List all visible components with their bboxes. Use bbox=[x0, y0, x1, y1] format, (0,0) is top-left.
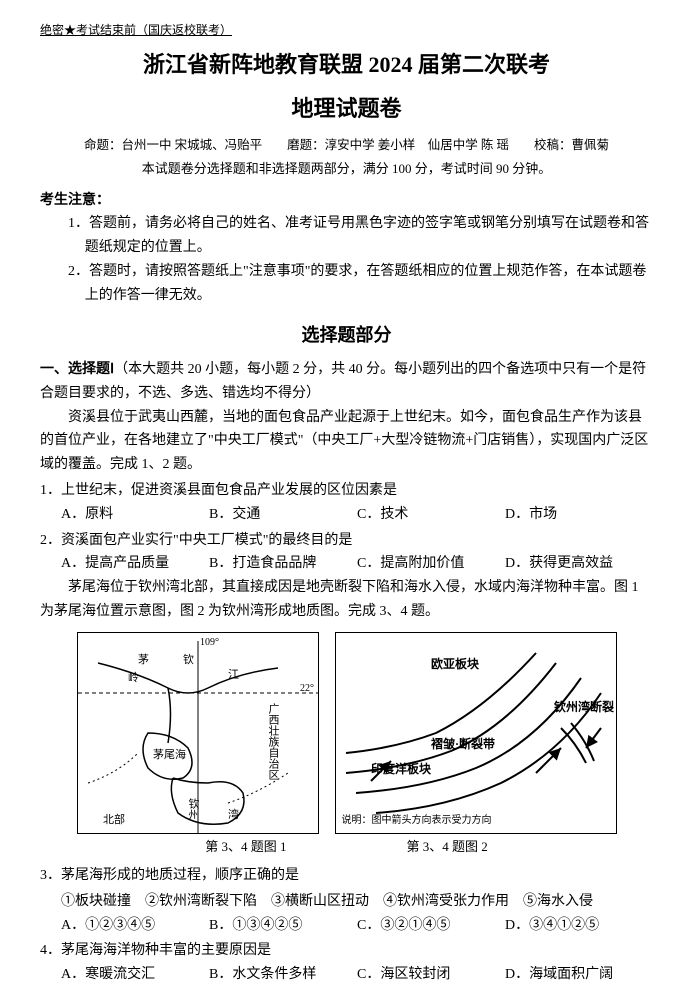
map-label-qin: 钦 bbox=[183, 653, 194, 666]
passage-1: 资溪县位于武夷山西麓，当地的面包食品产业起源于上世纪末。如今，面包食品生产作为该… bbox=[40, 406, 653, 477]
map-label-region: 广西壮族自治区 bbox=[267, 703, 280, 780]
q4-a: A．寒暖流交汇 bbox=[61, 963, 209, 987]
map-label-mao: 茅 bbox=[138, 653, 149, 666]
q1-stem: 1．上世纪末，促进资溪县面包食品产业发展的区位因素是 bbox=[40, 479, 653, 503]
lat-label: 22° bbox=[300, 683, 314, 694]
q4-c: C．海区较封闭 bbox=[357, 963, 505, 987]
figure-captions: 第 3、4 题图 1 第 3、4 题图 2 bbox=[40, 836, 653, 858]
map-label-ling: 岭 bbox=[128, 670, 139, 684]
q2-d: D．获得更高效益 bbox=[505, 552, 653, 576]
map-svg: 109° 22° 茅 钦 江 岭 广西壮族自治区 茅尾海 bbox=[78, 633, 318, 833]
q4-stem: 4．茅尾海海洋物种丰富的主要原因是 bbox=[40, 939, 653, 963]
q1-c: C．技术 bbox=[357, 503, 505, 527]
exam-info: 本试题卷分选择题和非选择题两部分，满分 100 分，考试时间 90 分钟。 bbox=[40, 158, 653, 180]
q4-d: D．海域面积广阔 bbox=[505, 963, 653, 987]
geology-svg: 欧亚板块 钦州湾断裂 褶皱·断裂带 印度洋板块 bbox=[336, 633, 616, 833]
figures-row: 109° 22° 茅 钦 江 岭 广西壮族自治区 茅尾海 bbox=[40, 632, 653, 834]
q3-stem: 3．茅尾海形成的地质过程，顺序正确的是 bbox=[40, 864, 653, 888]
q2-stem: 2．资溪面包产业实行"中央工厂模式"的最终目的是 bbox=[40, 529, 653, 553]
q2-choices: A．提高产品质量 B．打造食品品牌 C．提高附加价值 D．获得更高效益 bbox=[61, 552, 653, 576]
fig2-caption: 第 3、4 题图 2 bbox=[407, 836, 488, 858]
fig2-note: 说明：图中箭头方向表示受力方向 bbox=[342, 812, 492, 829]
credits-line: 命题：台州一中 宋城城、冯贻平 磨题：淳安中学 姜小样 仙居中学 陈 瑶 校稿：… bbox=[40, 135, 653, 156]
q3-c: C．③②①④⑤ bbox=[357, 914, 505, 938]
notice-item-2: 2．答题时，请按照答题纸上"注意事项"的要求，在答题纸相应的位置上规范作答，在本… bbox=[68, 260, 653, 308]
q1-choices: A．原料 B．交通 C．技术 D．市场 bbox=[61, 503, 653, 527]
map-label-qinzhou: 钦州 bbox=[187, 798, 200, 820]
notice-item-1: 1．答题前，请务必将自己的姓名、准考证号用黑色字迹的签字笔或钢笔分别填写在试题卷… bbox=[68, 212, 653, 260]
notice-title: 考生注意： bbox=[40, 189, 653, 213]
geo-label-eurasia: 欧亚板块 bbox=[431, 656, 480, 671]
q1-a: A．原料 bbox=[61, 503, 209, 527]
q3-choices: A．①②③④⑤ B．①③④②⑤ C．③②①④⑤ D．③④①②⑤ bbox=[61, 914, 653, 938]
q2-a: A．提高产品质量 bbox=[61, 552, 209, 576]
map-label-beibu: 北部 bbox=[103, 812, 125, 826]
q2-b: B．打造食品品牌 bbox=[209, 552, 357, 576]
q3-a: A．①②③④⑤ bbox=[61, 914, 209, 938]
part1-heading: 一、选择题Ⅰ（本大题共 20 小题，每小题 2 分，共 40 分。每小题列出的四… bbox=[40, 358, 653, 406]
map-label-jiang: 江 bbox=[228, 668, 239, 681]
geo-label-fault: 钦州湾断裂 bbox=[554, 699, 614, 714]
part1-label: 一、选择题Ⅰ bbox=[40, 362, 114, 377]
geo-label-fold: 褶皱·断裂带 bbox=[431, 736, 495, 751]
figure-1: 109° 22° 茅 钦 江 岭 广西壮族自治区 茅尾海 bbox=[77, 632, 319, 834]
q1-b: B．交通 bbox=[209, 503, 357, 527]
q2-c: C．提高附加价值 bbox=[357, 552, 505, 576]
map-label-mwhai: 茅尾海 bbox=[153, 747, 186, 761]
passage-2: 茅尾海位于钦州湾北部，其直接成因是地壳断裂下陷和海水入侵，水域内海洋物种丰富。图… bbox=[40, 576, 653, 624]
q4-b: B．水文条件多样 bbox=[209, 963, 357, 987]
geo-label-indo: 印度洋板块 bbox=[371, 761, 432, 776]
figure-2: 欧亚板块 钦州湾断裂 褶皱·断裂带 印度洋板块 说明：图中箭头方向表示受力方向 bbox=[335, 632, 617, 834]
exam-page: 绝密★考试结束前（国庆返校联考） 浙江省新阵地教育联盟 2024 届第二次联考 … bbox=[0, 0, 693, 1007]
q3-d: D．③④①②⑤ bbox=[505, 914, 653, 938]
q4-choices: A．寒暖流交汇 B．水文条件多样 C．海区较封闭 D．海域面积广阔 bbox=[61, 963, 653, 987]
lon-label: 109° bbox=[200, 637, 219, 648]
sub-title: 地理试题卷 bbox=[40, 90, 653, 127]
q1-d: D．市场 bbox=[505, 503, 653, 527]
part1-desc: （本大题共 20 小题，每小题 2 分，共 40 分。每小题列出的四个备选项中只… bbox=[40, 362, 646, 401]
section-title: 选择题部分 bbox=[40, 320, 653, 351]
fig1-caption: 第 3、4 题图 1 bbox=[205, 836, 286, 858]
q3-opts: ①板块碰撞 ②钦州湾断裂下陷 ③横断山区扭动 ④钦州湾受张力作用 ⑤海水入侵 bbox=[61, 890, 653, 914]
map-label-wan: 湾 bbox=[228, 807, 239, 821]
confidential-line: 绝密★考试结束前（国庆返校联考） bbox=[40, 20, 653, 40]
main-title: 浙江省新阵地教育联盟 2024 届第二次联考 bbox=[40, 46, 653, 83]
q3-b: B．①③④②⑤ bbox=[209, 914, 357, 938]
